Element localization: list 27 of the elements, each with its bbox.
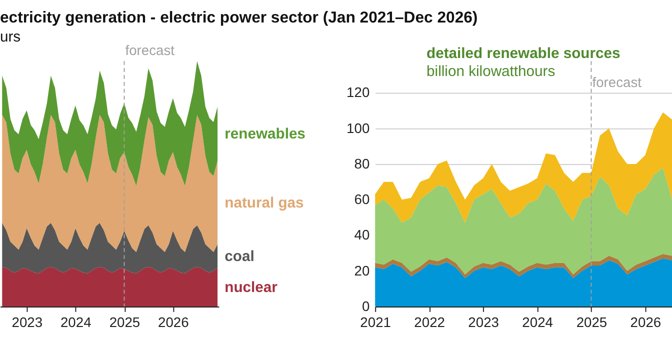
series-label: coal bbox=[224, 249, 254, 266]
series-label: natural gas bbox=[224, 195, 304, 212]
chart-title: ectricity generation - electric power sector (Jan 2021–Dec 2026) bbox=[0, 9, 478, 26]
x-tick-label: 2025 bbox=[576, 314, 608, 330]
x-tick-label: 2024 bbox=[60, 314, 92, 330]
y-tick-label: 120 bbox=[346, 84, 370, 100]
y-tick-label: 80 bbox=[354, 155, 370, 172]
ref-line-label: forecast bbox=[592, 74, 642, 90]
y-tick-label: 60 bbox=[354, 191, 370, 208]
x-tick-label: 2023 bbox=[12, 314, 43, 330]
ref-line-label: forecast bbox=[125, 42, 175, 58]
x-tick-label: 2024 bbox=[522, 314, 554, 330]
series-label: nuclear bbox=[224, 280, 278, 296]
x-tick-label: 2025 bbox=[109, 314, 140, 330]
x-tick-label: 2022 bbox=[414, 314, 445, 330]
chart-subtitle: urs bbox=[0, 29, 21, 46]
y-tick-label: 0 bbox=[362, 298, 370, 314]
y-tick-label: 40 bbox=[354, 226, 370, 243]
x-tick-label: 2021 bbox=[360, 314, 392, 330]
x-tick-label: 2026 bbox=[630, 314, 662, 330]
chart-subtitle: billion kilowatthours bbox=[426, 64, 556, 80]
x-tick-label: 2026 bbox=[158, 314, 190, 330]
series-label: renewables bbox=[224, 126, 306, 143]
y-tick-label: 100 bbox=[346, 120, 370, 136]
y-tick-label: 20 bbox=[354, 262, 370, 278]
chart-title: detailed renewable sources bbox=[426, 46, 620, 62]
x-tick-label: 2023 bbox=[468, 314, 500, 330]
